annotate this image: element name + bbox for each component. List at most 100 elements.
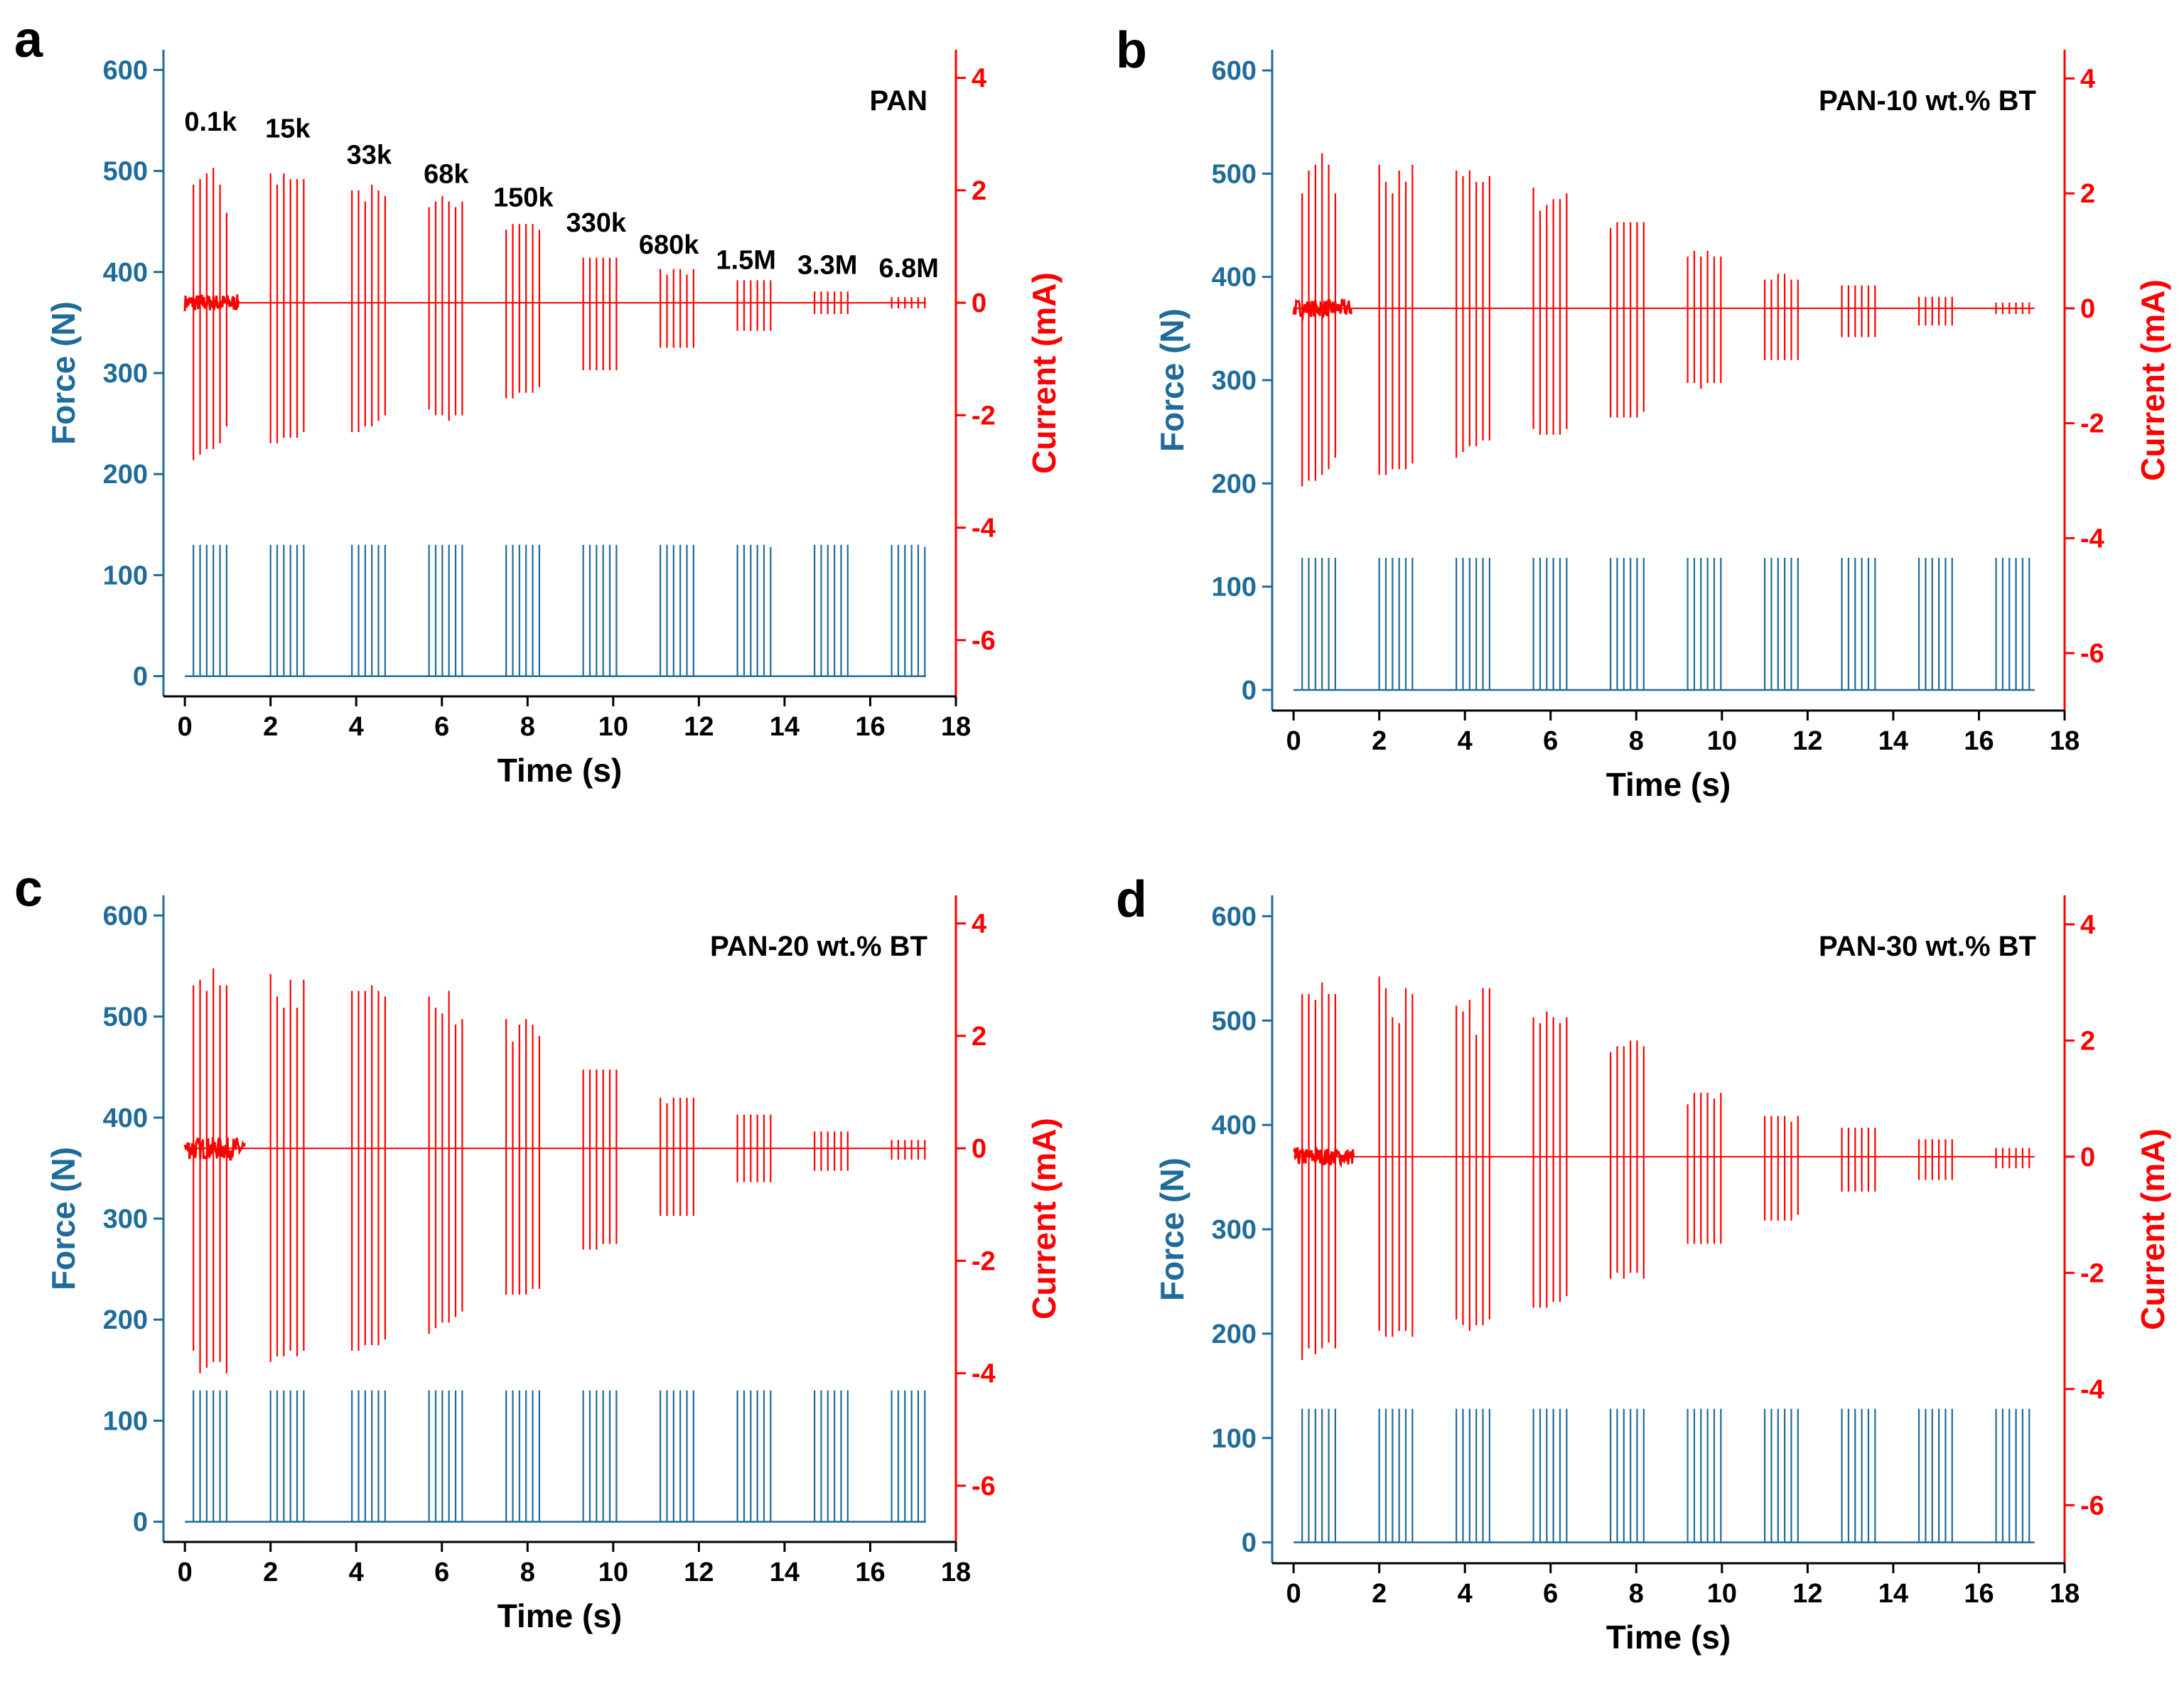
left-y-tick-label: 300 [103, 1204, 148, 1234]
sample-label: PAN-30 wt.% BT [1819, 931, 2036, 962]
left-y-tick-label: 500 [1212, 1006, 1257, 1036]
x-tick-label: 8 [1629, 726, 1644, 756]
right-y-tick-label: 4 [972, 910, 986, 939]
resistance-annotation: 150k [493, 183, 554, 212]
left-y-tick-label: 600 [1212, 902, 1257, 932]
right-y-tick-label: -2 [2080, 1258, 2104, 1288]
resistance-annotation: 330k [566, 208, 626, 238]
right-y-tick-label: 4 [972, 64, 986, 94]
left-y-tick-label: 600 [103, 901, 148, 931]
x-tick-label: 2 [263, 1558, 278, 1587]
x-tick-label: 6 [1543, 726, 1558, 756]
resistance-annotation: 6.8M [878, 254, 938, 284]
left-y-tick-label: 400 [103, 258, 148, 288]
x-tick-label: 18 [941, 712, 971, 742]
x-tick-label: 14 [770, 712, 800, 742]
panel-d: d 0 2 4 6 8 10 12 14 16 18 0 100 200 300 400 500 600 -6 -4 -… [1116, 871, 2171, 1656]
panel-c: c 0 2 4 6 8 10 12 14 16 18 0 100 200 300 400 500 600 -6 -4 -… [14, 861, 1063, 1634]
x-tick-label: 14 [1878, 1579, 1908, 1609]
x-tick-label: 10 [1707, 726, 1737, 756]
x-axis-label: Time (s) [1606, 766, 1731, 803]
right-y-tick-label: 2 [2080, 179, 2095, 209]
right-y-tick-label: 2 [972, 1022, 986, 1052]
right-y-axis-label: Current (mA) [1026, 1118, 1063, 1320]
right-y-axis-label: Current (mA) [2134, 279, 2171, 481]
right-y-tick-label: 0 [972, 288, 986, 318]
x-tick-label: 12 [1792, 1579, 1822, 1609]
left-y-tick-label: 200 [1212, 1320, 1257, 1349]
sample-label: PAN [870, 85, 927, 117]
right-y-tick-label: -4 [972, 1359, 996, 1389]
left-y-tick-label: 600 [1212, 56, 1257, 86]
right-y-tick-label: 4 [2080, 64, 2095, 94]
left-y-tick-label: 100 [103, 1406, 148, 1436]
x-tick-label: 16 [1964, 726, 1994, 756]
resistance-annotation: 3.3M [797, 251, 857, 281]
x-tick-label: 0 [1286, 1579, 1301, 1609]
x-tick-label: 18 [2050, 726, 2080, 756]
x-tick-label: 12 [684, 712, 714, 742]
x-tick-label: 4 [1458, 1579, 1473, 1609]
x-tick-label: 8 [1629, 1579, 1644, 1609]
left-y-axis-label: Force (N) [1153, 1158, 1190, 1301]
left-y-tick-label: 100 [1212, 1424, 1257, 1454]
left-y-tick-label: 300 [103, 359, 148, 389]
x-axis-label: Time (s) [497, 1597, 623, 1634]
right-y-tick-label: 4 [2080, 910, 2095, 940]
right-y-axis-label: Current (mA) [1026, 272, 1063, 474]
current-noise [1293, 1145, 1355, 1168]
panel-letter: b [1116, 22, 1147, 79]
left-y-tick-label: 200 [103, 1305, 148, 1335]
left-y-tick-label: 200 [103, 460, 148, 490]
x-tick-label: 0 [178, 1558, 193, 1587]
x-tick-label: 0 [1286, 726, 1301, 756]
x-tick-label: 6 [434, 1558, 449, 1587]
right-y-tick-label: -4 [972, 514, 996, 544]
left-y-tick-label: 500 [103, 1003, 148, 1032]
x-tick-label: 12 [1792, 726, 1822, 756]
right-y-tick-label: -2 [2080, 409, 2104, 439]
x-tick-label: 8 [520, 712, 535, 742]
resistance-annotation: 680k [639, 230, 699, 260]
left-y-tick-label: 600 [103, 55, 148, 85]
panel-a: a 0 2 4 6 8 10 12 14 16 18 0 100 200 300 400 500 600 -6 -4 -… [14, 11, 1063, 789]
x-tick-label: 2 [263, 712, 278, 742]
right-y-tick-label: -6 [2080, 1491, 2104, 1521]
x-tick-label: 16 [855, 712, 885, 742]
right-y-tick-label: -4 [2080, 1375, 2104, 1405]
left-y-tick-label: 0 [1242, 1528, 1257, 1558]
left-y-tick-label: 0 [1242, 676, 1257, 706]
right-y-tick-label: 2 [972, 176, 986, 206]
resistance-annotation: 33k [347, 141, 392, 171]
x-axis-label: Time (s) [1606, 1619, 1731, 1656]
x-tick-label: 12 [684, 1558, 714, 1587]
resistance-annotation: 1.5M [716, 246, 775, 276]
x-tick-label: 0 [178, 712, 193, 742]
x-tick-label: 8 [520, 1558, 535, 1587]
right-y-tick-label: -2 [972, 1246, 996, 1276]
right-y-tick-label: 0 [2080, 1143, 2095, 1172]
x-tick-label: 10 [598, 712, 628, 742]
left-y-tick-label: 100 [1212, 573, 1257, 603]
x-tick-label: 6 [1543, 1579, 1558, 1609]
x-tick-label: 14 [1878, 726, 1908, 756]
x-tick-label: 18 [941, 1558, 971, 1587]
x-tick-label: 18 [2050, 1579, 2080, 1609]
x-tick-label: 14 [770, 1558, 800, 1587]
resistance-annotation: 0.1k [184, 107, 237, 137]
x-tick-label: 2 [1372, 726, 1387, 756]
left-y-axis-label: Force (N) [1153, 308, 1190, 452]
right-y-tick-label: 0 [2080, 294, 2095, 324]
sample-label: PAN-10 wt.% BT [1819, 85, 2036, 117]
current-noise [1292, 298, 1352, 321]
x-tick-label: 4 [1458, 726, 1473, 756]
panel-letter: c [14, 861, 43, 917]
x-tick-label: 4 [349, 712, 364, 742]
right-y-tick-label: -6 [2080, 639, 2104, 669]
current-noise [183, 294, 240, 312]
left-y-tick-label: 200 [1212, 469, 1257, 499]
left-y-tick-label: 500 [103, 157, 148, 187]
x-tick-label: 6 [434, 712, 449, 742]
sample-label: PAN-20 wt.% BT [710, 931, 927, 962]
